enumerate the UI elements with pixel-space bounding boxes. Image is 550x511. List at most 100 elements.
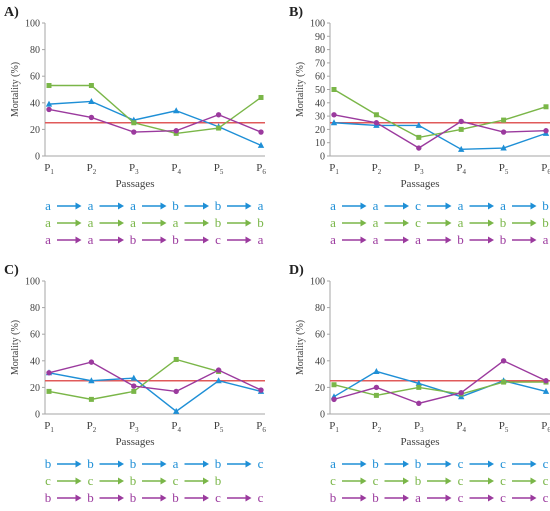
significance-letter: b — [87, 456, 94, 471]
significance-letter: a — [173, 215, 179, 230]
data-point-circle — [458, 118, 464, 125]
x-tick-main: P — [256, 162, 262, 174]
arrow-head — [118, 219, 124, 227]
data-point-circle — [173, 128, 179, 134]
y-tick-label: 60 — [30, 330, 40, 341]
data-point-circle — [215, 367, 222, 373]
x-axis-title: Passages — [115, 178, 154, 190]
data-point-circle — [373, 120, 380, 126]
arrow-head — [403, 219, 409, 227]
significance-letter: b — [172, 490, 179, 505]
y-tick-label: 100 — [310, 277, 325, 288]
x-tick-label: P5 — [499, 420, 509, 434]
x-tick-main: P — [87, 420, 93, 432]
y-axis-title: Mortality (%) — [295, 62, 306, 117]
y-tick-label: 30 — [315, 112, 325, 123]
arrow-head — [160, 460, 167, 468]
x-tick-label: P2 — [87, 420, 97, 434]
arrow-head — [445, 477, 452, 485]
x-tick-label: P1 — [44, 162, 54, 176]
x-tick-sub: 2 — [378, 168, 382, 176]
x-tick-main: P — [129, 162, 135, 174]
significance-letter: b — [172, 232, 179, 247]
y-tick-label: 0 — [35, 410, 40, 421]
y-axis-title: Mortality (%) — [10, 320, 21, 375]
x-tick-label: P4 — [171, 162, 181, 176]
significance-letter: a — [415, 232, 421, 247]
x-tick-main: P — [499, 162, 505, 174]
arrow-head — [360, 477, 367, 485]
data-point-square — [131, 120, 137, 126]
arrow-head — [118, 494, 124, 502]
significance-letter: a — [373, 232, 379, 247]
significance-letter: c — [458, 473, 464, 488]
y-tick-label: 80 — [30, 303, 40, 314]
arrow-head — [118, 460, 124, 468]
arrow-head — [530, 460, 537, 468]
data-point-triangle — [330, 119, 338, 126]
significance-letter: c — [258, 456, 264, 471]
data-point-square — [131, 388, 137, 394]
y-tick-label: 20 — [315, 125, 325, 136]
x-tick-sub: 6 — [262, 168, 266, 176]
significance-letter: c — [415, 215, 421, 230]
significance-letter: a — [373, 198, 379, 213]
data-point-square — [373, 112, 379, 118]
arrow-head — [245, 202, 252, 210]
data-point-circle — [416, 400, 422, 407]
data-point-square — [88, 396, 94, 402]
significance-letter: a — [373, 215, 379, 230]
arrow-head — [403, 202, 409, 210]
significance-letter: b — [415, 456, 422, 471]
y-tick-label: 60 — [315, 72, 325, 83]
x-tick-main: P — [44, 420, 50, 432]
significance-letter: a — [88, 198, 94, 213]
significance-letter: a — [88, 215, 94, 230]
y-tick-label: 90 — [315, 32, 325, 43]
arrow-head — [203, 219, 209, 227]
y-tick-label: 10 — [315, 138, 325, 149]
series-line-blue — [333, 122, 547, 151]
significance-letter: b — [457, 232, 464, 247]
significance-letter: a — [330, 456, 336, 471]
data-point-triangle — [173, 407, 180, 414]
arrow-head — [160, 477, 167, 485]
arrow-head — [488, 219, 494, 227]
y-tick-label: 50 — [315, 85, 325, 96]
data-point-triangle — [415, 121, 422, 128]
arrow-head — [160, 219, 167, 227]
significance-letter: a — [458, 198, 464, 213]
significance-letter: b — [542, 198, 549, 213]
significance-letter: a — [258, 198, 264, 213]
y-tick-label: 100 — [310, 19, 325, 30]
y-tick-label: 70 — [315, 58, 325, 69]
x-tick-sub: 5 — [220, 168, 224, 176]
significance-letter: b — [372, 490, 379, 505]
arrow-head — [360, 219, 367, 227]
significance-letter: b — [542, 215, 549, 230]
significance-letter: c — [458, 456, 464, 471]
data-point-square — [373, 392, 379, 398]
arrow-head — [75, 219, 82, 227]
arrow-head — [203, 236, 209, 244]
significance-letter: c — [45, 473, 51, 488]
arrow-head — [445, 219, 452, 227]
x-tick-label: P3 — [414, 420, 424, 434]
significance-letter: b — [415, 473, 422, 488]
x-tick-sub: 4 — [178, 426, 182, 434]
data-point-circle — [88, 114, 95, 121]
arrow-head — [403, 236, 409, 244]
y-tick-label: 40 — [315, 98, 325, 109]
x-tick-sub: 2 — [93, 168, 97, 176]
x-tick-sub: 3 — [420, 426, 424, 434]
significance-letter: a — [45, 215, 51, 230]
x-tick-label: P5 — [214, 420, 224, 434]
significance-letter: a — [130, 215, 136, 230]
x-tick-main: P — [87, 162, 93, 174]
x-tick-label: P6 — [256, 162, 266, 176]
data-point-circle — [331, 112, 337, 118]
significance-letter: b — [172, 198, 179, 213]
data-point-square — [501, 379, 507, 385]
significance-letter: b — [372, 456, 379, 471]
x-tick-sub: 6 — [547, 426, 550, 434]
